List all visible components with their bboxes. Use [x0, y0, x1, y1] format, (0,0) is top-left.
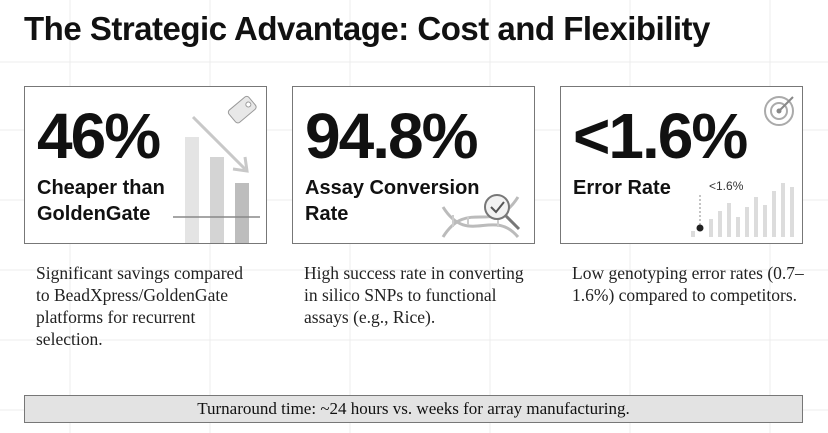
savings-icon — [173, 95, 260, 243]
stat: <1.6% — [573, 100, 748, 172]
description: Significant savings compared to BeadXpre… — [36, 263, 244, 349]
stat: 46% — [37, 100, 161, 172]
card: 94.8% Assay Conversion Rate — [292, 86, 535, 244]
stat: 94.8% — [305, 100, 478, 172]
description: High success rate in converting in silic… — [304, 263, 524, 327]
stat-label: Cheaper than GoldenGate — [37, 177, 165, 225]
title: The Strategic Advantage: Cost and Flexib… — [24, 10, 710, 47]
stat-label: Assay Conversion Rate — [305, 177, 480, 225]
description: Low genotyping error rates (0.7–1.6%) co… — [572, 263, 804, 305]
card: 46% Cheaper than GoldenGate — [24, 86, 267, 244]
stat-label: Error Rate — [573, 177, 671, 199]
footer-banner: Turnaround time: ~24 hours vs. weeks for… — [24, 395, 803, 423]
icon-label: <1.6% — [709, 179, 744, 193]
error-icon — [691, 96, 794, 237]
card: <1.6% <1.6% Error Rate — [560, 86, 803, 244]
dna-icon — [441, 194, 521, 238]
